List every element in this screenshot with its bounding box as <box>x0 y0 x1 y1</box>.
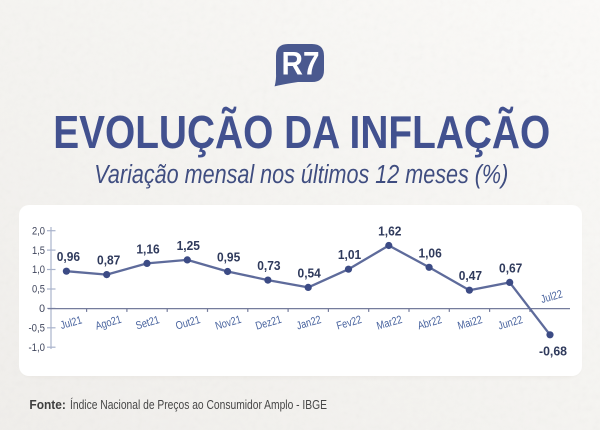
svg-text:0,87: 0,87 <box>97 254 120 268</box>
svg-text:Jul21: Jul21 <box>59 314 83 332</box>
svg-text:1,62: 1,62 <box>378 225 401 239</box>
svg-text:0,47: 0,47 <box>459 269 482 283</box>
svg-text:EVOLUÇÃO DA INFLAÇÃO: EVOLUÇÃO DA INFLAÇÃO <box>53 106 550 158</box>
svg-text:1,01: 1,01 <box>338 248 361 262</box>
svg-text:Índice Nacional de Preços ao C: Índice Nacional de Preços ao Consumidor … <box>70 397 327 412</box>
svg-text:-0,5: -0,5 <box>29 323 46 335</box>
svg-text:0,73: 0,73 <box>257 259 280 273</box>
svg-text:R7: R7 <box>282 46 320 82</box>
svg-text:1,0: 1,0 <box>32 264 45 276</box>
svg-text:0: 0 <box>39 303 45 315</box>
svg-text:1,25: 1,25 <box>177 239 200 253</box>
svg-text:-0,68: -0,68 <box>539 344 567 358</box>
svg-text:0,95: 0,95 <box>217 251 240 265</box>
svg-text:-1,0: -1,0 <box>29 342 46 354</box>
svg-text:Jul22: Jul22 <box>539 288 563 306</box>
svg-text:0,96: 0,96 <box>57 250 80 264</box>
svg-text:1,16: 1,16 <box>136 242 159 256</box>
svg-text:Variação mensal nos últimos 12: Variação mensal nos últimos 12 meses (%) <box>94 161 508 189</box>
svg-text:0,54: 0,54 <box>298 266 321 280</box>
svg-text:0,5: 0,5 <box>32 284 45 296</box>
svg-text:2,0: 2,0 <box>32 225 45 237</box>
svg-text:0,67: 0,67 <box>499 261 522 275</box>
svg-text:1,5: 1,5 <box>32 245 45 257</box>
svg-text:1,06: 1,06 <box>418 246 441 260</box>
svg-text:Fonte:: Fonte: <box>29 397 66 412</box>
